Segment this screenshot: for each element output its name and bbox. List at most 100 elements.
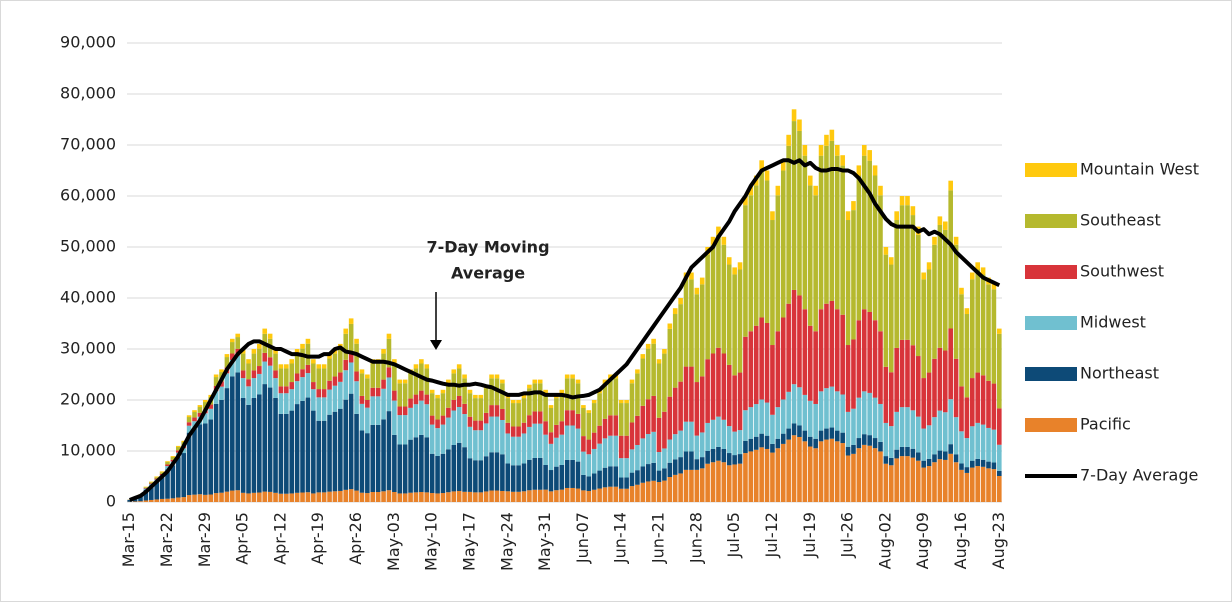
bar-segment xyxy=(921,460,926,468)
bar-segment xyxy=(959,431,964,464)
bar-segment xyxy=(910,410,916,449)
bar-segment xyxy=(527,426,532,460)
y-tick-label: 90,000 xyxy=(60,33,116,52)
bar-segment xyxy=(483,423,489,457)
bar-segment xyxy=(883,366,889,423)
bar-segment xyxy=(905,196,910,206)
bar-segment xyxy=(246,363,251,380)
bar-segment xyxy=(186,425,192,433)
bar-segment xyxy=(230,490,235,502)
bar-segment xyxy=(575,428,581,462)
bar-segment xyxy=(683,469,689,502)
legend-swatch xyxy=(1025,367,1077,381)
bar-segment xyxy=(678,381,683,431)
bar-segment xyxy=(311,493,316,502)
bar-segment xyxy=(510,400,516,404)
bar-segment xyxy=(386,338,392,368)
bar-segment xyxy=(807,325,813,401)
bar-segment xyxy=(208,419,214,495)
bar-segment xyxy=(203,413,208,424)
bar-segment xyxy=(527,415,532,427)
bar-segment xyxy=(505,422,511,434)
bar-segment xyxy=(359,430,365,493)
bar-segment xyxy=(748,438,754,452)
bar-segment xyxy=(294,492,300,502)
bar-segment xyxy=(953,417,959,455)
bar-segment xyxy=(354,413,359,491)
bar-segment xyxy=(446,379,451,384)
bar-segment xyxy=(230,338,235,343)
bar-segment xyxy=(748,451,754,502)
bar-segment xyxy=(500,379,505,384)
bar-segment xyxy=(802,441,808,502)
bar-segment xyxy=(618,458,624,478)
bar-segment xyxy=(154,476,160,478)
bar-segment xyxy=(834,430,840,442)
bar-segment xyxy=(586,410,592,413)
bar-segment xyxy=(878,331,883,404)
bar-segment xyxy=(505,433,511,464)
bar-segment xyxy=(343,328,349,334)
bar-segment xyxy=(645,348,651,400)
bar-segment xyxy=(537,457,543,490)
bar-segment xyxy=(651,343,656,396)
bar-segment xyxy=(840,165,845,315)
bar-segment xyxy=(894,458,899,502)
bar-segment xyxy=(840,432,845,444)
bar-segment xyxy=(824,145,829,304)
bar-segment xyxy=(359,369,365,374)
bar-segment xyxy=(905,205,910,340)
bar-segment xyxy=(645,481,651,502)
legend-label: Northeast xyxy=(1080,364,1159,383)
bar-segment xyxy=(878,185,883,196)
bar-segment xyxy=(440,453,446,494)
bar-segment xyxy=(554,466,559,491)
bar-segment xyxy=(527,459,532,491)
bar-segment xyxy=(824,303,829,389)
bar-segment xyxy=(494,416,500,453)
legend-swatch xyxy=(1025,316,1077,330)
bar-segment xyxy=(267,357,273,366)
bar-segment xyxy=(494,405,500,417)
bar-segment xyxy=(942,229,948,351)
bar-segment xyxy=(748,185,754,196)
bar-segment xyxy=(602,467,608,488)
bar-segment xyxy=(230,376,235,491)
bar-segment xyxy=(888,372,894,427)
bar-segment xyxy=(797,119,802,131)
bar-segment xyxy=(797,425,802,437)
bar-segment xyxy=(213,377,219,386)
bar-segment xyxy=(980,274,986,376)
bar-segment xyxy=(694,287,700,295)
bar-segment xyxy=(435,493,440,502)
bar-segment xyxy=(284,493,289,502)
bar-segment xyxy=(462,403,467,415)
bar-segment xyxy=(797,130,802,296)
bar-segment xyxy=(165,462,170,465)
bar-segment xyxy=(867,445,872,502)
bar-segment xyxy=(926,425,932,459)
bar-segment xyxy=(986,284,991,381)
bar-segment xyxy=(721,236,727,245)
bar-segment xyxy=(959,287,964,295)
bar-segment xyxy=(564,459,570,488)
bar-segment xyxy=(726,257,732,265)
bar-segment xyxy=(375,363,381,388)
bar-segment xyxy=(845,345,851,412)
bar-segment xyxy=(872,448,878,502)
bar-segment xyxy=(294,373,300,382)
bar-segment xyxy=(267,365,273,388)
bar-segment xyxy=(608,486,613,502)
bar-segment xyxy=(386,490,392,502)
bar-segment xyxy=(980,424,986,460)
bar-segment xyxy=(602,438,608,468)
y-tick-label: 60,000 xyxy=(60,186,116,205)
bar-segment xyxy=(564,425,570,460)
bar-segment xyxy=(780,399,786,434)
bar-segment xyxy=(235,372,241,491)
bar-segment xyxy=(635,444,640,471)
bar-segment xyxy=(510,465,516,492)
bar-segment xyxy=(662,353,667,412)
x-tick-label: Apr-12 xyxy=(270,512,289,565)
overlay xyxy=(128,158,1001,502)
